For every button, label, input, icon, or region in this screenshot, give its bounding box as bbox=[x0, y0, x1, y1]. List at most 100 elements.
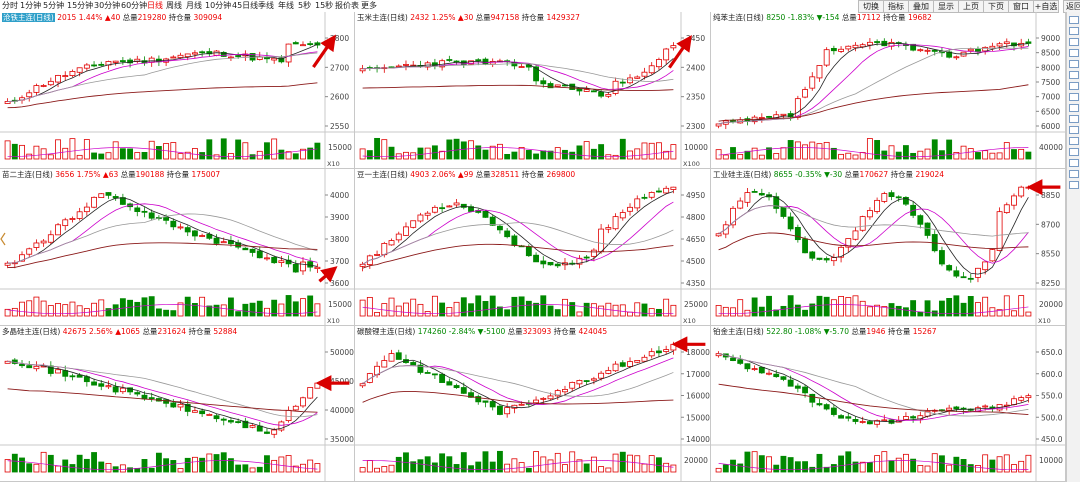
kline-chart[interactable]: 4000 3900 3800 3700 3600 15000 X10 bbox=[0, 169, 355, 326]
sidebar-tool-icon[interactable] bbox=[1069, 148, 1079, 156]
chart-panel[interactable]: 4000 3900 3800 3700 3600 15000 X10 苗二主连(日线) 365… bbox=[0, 169, 355, 326]
price-tick-label: 650.0 bbox=[1041, 348, 1063, 357]
volume-bar bbox=[975, 152, 981, 160]
chart-panel[interactable]: 8850 8700 8550 8250 20000 X10 工业硅主连(日线) 8655 -… bbox=[711, 169, 1066, 326]
open-interest-value: 309094 bbox=[191, 13, 223, 22]
kline-chart[interactable]: 9000 8500 8000 7500 7000 6500 6000 40000 bbox=[711, 12, 1066, 169]
volume-tick-label: 15000 bbox=[328, 143, 352, 152]
volume-bar bbox=[155, 146, 162, 160]
kline-chart[interactable]: 8850 8700 8550 8250 20000 X10 bbox=[711, 169, 1066, 326]
kline-chart[interactable]: 4950 4800 4650 4500 4350 25000 X10 bbox=[355, 169, 711, 326]
sidebar-tool-icon[interactable] bbox=[1069, 126, 1079, 134]
candle bbox=[119, 60, 126, 62]
chart-panel[interactable]: 2450 2400 2350 2300 10000 X100 玉米主连(日线) 2432 1… bbox=[355, 12, 711, 169]
period-tab[interactable]: 60分钟 bbox=[121, 1, 148, 10]
period-tab[interactable]: 45日线 bbox=[232, 1, 259, 10]
chart-panel[interactable]: 4950 4800 4650 4500 4350 25000 X10 豆一主连(日线) 490… bbox=[355, 169, 711, 326]
candle bbox=[598, 91, 605, 97]
collapse-left-icon[interactable] bbox=[0, 232, 6, 246]
volume-bar bbox=[374, 312, 380, 317]
candle bbox=[271, 429, 278, 435]
candle bbox=[292, 42, 299, 45]
chart-panel[interactable]: 9000 8500 8000 7500 7000 6500 6000 40000 纯苯主连(日线… bbox=[711, 12, 1066, 169]
period-tab[interactable]: 日线 bbox=[147, 1, 163, 10]
toolbar-button[interactable]: 窗口 bbox=[1008, 0, 1034, 13]
chart-panel[interactable]: 50000 45000 40000 35000 多晶硅主连(日线) 42675 2.56… bbox=[0, 326, 355, 482]
candle bbox=[641, 356, 648, 362]
volume-tick-label: 15000 bbox=[328, 300, 352, 309]
volume-bar bbox=[569, 302, 576, 317]
candle bbox=[264, 257, 270, 260]
sidebar-tool-icon[interactable] bbox=[1069, 16, 1079, 24]
period-tab[interactable]: 15分钟 bbox=[67, 1, 94, 10]
toolbar-button[interactable]: +自选 bbox=[1033, 0, 1059, 13]
kline-chart[interactable]: 650.0 600.0 550.0 500.0 450.0 10000 bbox=[711, 326, 1066, 482]
volume-ma-line bbox=[718, 147, 1029, 158]
candle bbox=[751, 368, 758, 371]
sidebar-tool-icon[interactable] bbox=[1069, 93, 1079, 101]
period-tab[interactable]: 1分钟 bbox=[20, 1, 42, 10]
sidebar-tool-icon[interactable] bbox=[1069, 181, 1079, 189]
volume-value: 170627 bbox=[859, 170, 891, 179]
kline-chart[interactable]: 18000 17000 16000 15000 14000 20000 bbox=[355, 326, 711, 482]
volume-bar bbox=[314, 303, 321, 317]
sidebar-tool-icon[interactable] bbox=[1069, 159, 1079, 167]
volume-bar bbox=[619, 451, 626, 473]
volume-bar bbox=[838, 296, 845, 317]
candle bbox=[381, 243, 388, 256]
period-tab[interactable]: 5分钟 bbox=[43, 1, 65, 10]
candle bbox=[1003, 204, 1010, 213]
period-tab[interactable]: 周线 bbox=[166, 1, 182, 10]
sidebar-tool-icon[interactable] bbox=[1069, 60, 1079, 68]
toolbar-button[interactable]: 显示 bbox=[933, 0, 959, 13]
moving-average-line bbox=[362, 63, 674, 82]
period-tab[interactable]: 更多 bbox=[361, 1, 377, 10]
candle bbox=[809, 251, 816, 259]
chart-panel[interactable]: 2800 2700 2600 2550 15000 X10 沧铁主连(日线) 2015 1.… bbox=[0, 12, 355, 169]
period-tab[interactable]: 30分钟 bbox=[94, 1, 121, 10]
volume-bar bbox=[953, 152, 960, 160]
sidebar-tool-icon[interactable] bbox=[1069, 115, 1079, 123]
sidebar-tool-icon[interactable] bbox=[1069, 71, 1079, 79]
volume-bar bbox=[256, 466, 263, 473]
period-tab[interactable]: 年线 bbox=[278, 1, 294, 10]
volume-bar bbox=[744, 451, 751, 473]
period-tab[interactable]: 15秒 bbox=[315, 1, 334, 10]
period-tab[interactable]: 10分钟 bbox=[205, 1, 232, 10]
candle bbox=[634, 76, 641, 79]
open-interest-label: 持仓量 bbox=[166, 170, 190, 179]
kline-chart[interactable]: 2450 2400 2350 2300 10000 X100 bbox=[355, 12, 711, 169]
kline-chart[interactable]: 2800 2700 2600 2550 15000 X10 bbox=[0, 12, 355, 169]
volume-bar bbox=[26, 300, 33, 317]
volume-bar bbox=[134, 467, 141, 473]
chart-panel[interactable]: 18000 17000 16000 15000 14000 20000 碳酸锂主连(日线) … bbox=[355, 326, 711, 482]
period-tab[interactable]: 报价表 bbox=[335, 1, 359, 10]
candle bbox=[838, 246, 845, 258]
open-interest-value: 175007 bbox=[189, 170, 221, 179]
sidebar-tool-icon[interactable] bbox=[1069, 170, 1079, 178]
sidebar-tool-icon[interactable] bbox=[1069, 137, 1079, 145]
sidebar-tool-icon[interactable] bbox=[1069, 27, 1079, 35]
sidebar-tool-icon[interactable] bbox=[1069, 38, 1079, 46]
sidebar-tool-icon[interactable] bbox=[1069, 82, 1079, 90]
candle bbox=[292, 264, 299, 273]
period-tab[interactable]: 季线 bbox=[258, 1, 274, 10]
chart-panel[interactable]: 650.0 600.0 550.0 500.0 450.0 10000 铂金主连(日线) 5… bbox=[711, 326, 1066, 482]
candle bbox=[410, 220, 417, 228]
volume-tick-label: 10000 bbox=[684, 143, 708, 152]
sidebar-tool-icon[interactable] bbox=[1069, 49, 1079, 57]
period-tab[interactable]: 分时 bbox=[2, 1, 18, 10]
volume-bar bbox=[191, 303, 198, 317]
period-tab[interactable]: 月线 bbox=[186, 1, 202, 10]
candle bbox=[460, 203, 467, 208]
candle bbox=[715, 233, 722, 237]
volume-bar bbox=[1011, 149, 1017, 160]
sidebar-tool-icon[interactable] bbox=[1069, 104, 1079, 112]
period-tab[interactable]: 5秒 bbox=[298, 1, 312, 10]
volume-bar bbox=[366, 296, 373, 317]
candle bbox=[235, 55, 242, 57]
candle bbox=[874, 420, 881, 425]
candle bbox=[576, 88, 583, 92]
candle bbox=[953, 406, 960, 410]
